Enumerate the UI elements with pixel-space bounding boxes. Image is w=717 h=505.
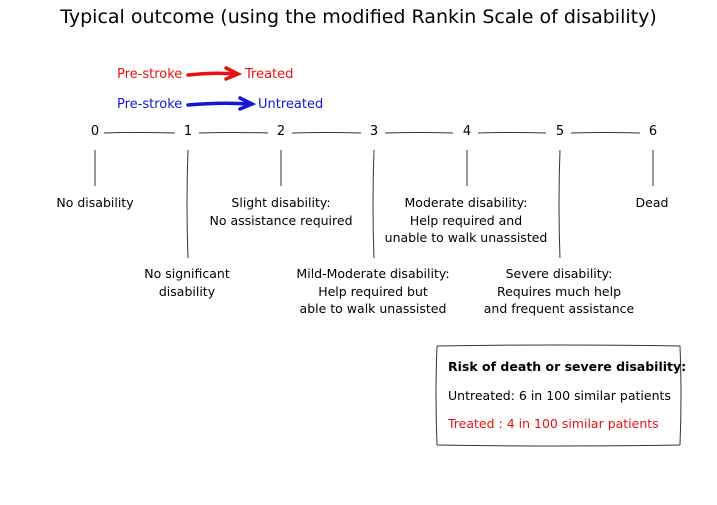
scale-tick-1: 1 [183,124,193,139]
untreated-arrow [186,96,257,111]
risk-box-heading: Risk of death or severe disability: [448,359,687,374]
leader-lines [94,149,654,259]
legend-treated-from: Pre-stroke [117,67,183,82]
scale-tick-0: 0 [90,124,100,139]
risk-box-border [435,344,682,447]
scale-tick-4: 4 [462,124,472,139]
scale-tick-6: 6 [648,124,658,139]
description-level-3: Mild-Moderate disability: Help required … [296,266,450,316]
description-level-5: Severe disability: Requires much help an… [483,266,635,316]
treated-arrow [186,66,243,81]
description-level-2: Slight disability: No assistance require… [209,195,353,228]
description-level-1: No significant disability [144,266,230,299]
scale-tick-5: 5 [555,124,565,139]
risk-treated: Treated : 4 in 100 similar patients [448,416,659,431]
legend-untreated-from: Pre-stroke [117,97,183,112]
description-level-0: No disability [56,195,134,210]
legend-untreated-to: Untreated [258,97,324,112]
risk-box: Risk of death or severe disability: Untr… [448,359,686,431]
description-level-6: Dead [635,195,669,210]
scale-tick-2: 2 [276,124,286,139]
diagram-title: Typical outcome (using the modified Rank… [60,6,657,28]
legend-treated-to: Treated [245,67,294,82]
scale-lines [103,132,641,134]
scale-tick-3: 3 [369,124,379,139]
description-level-4: Moderate disability: Help required and u… [384,195,548,245]
risk-untreated: Untreated: 6 in 100 similar patients [448,388,671,403]
